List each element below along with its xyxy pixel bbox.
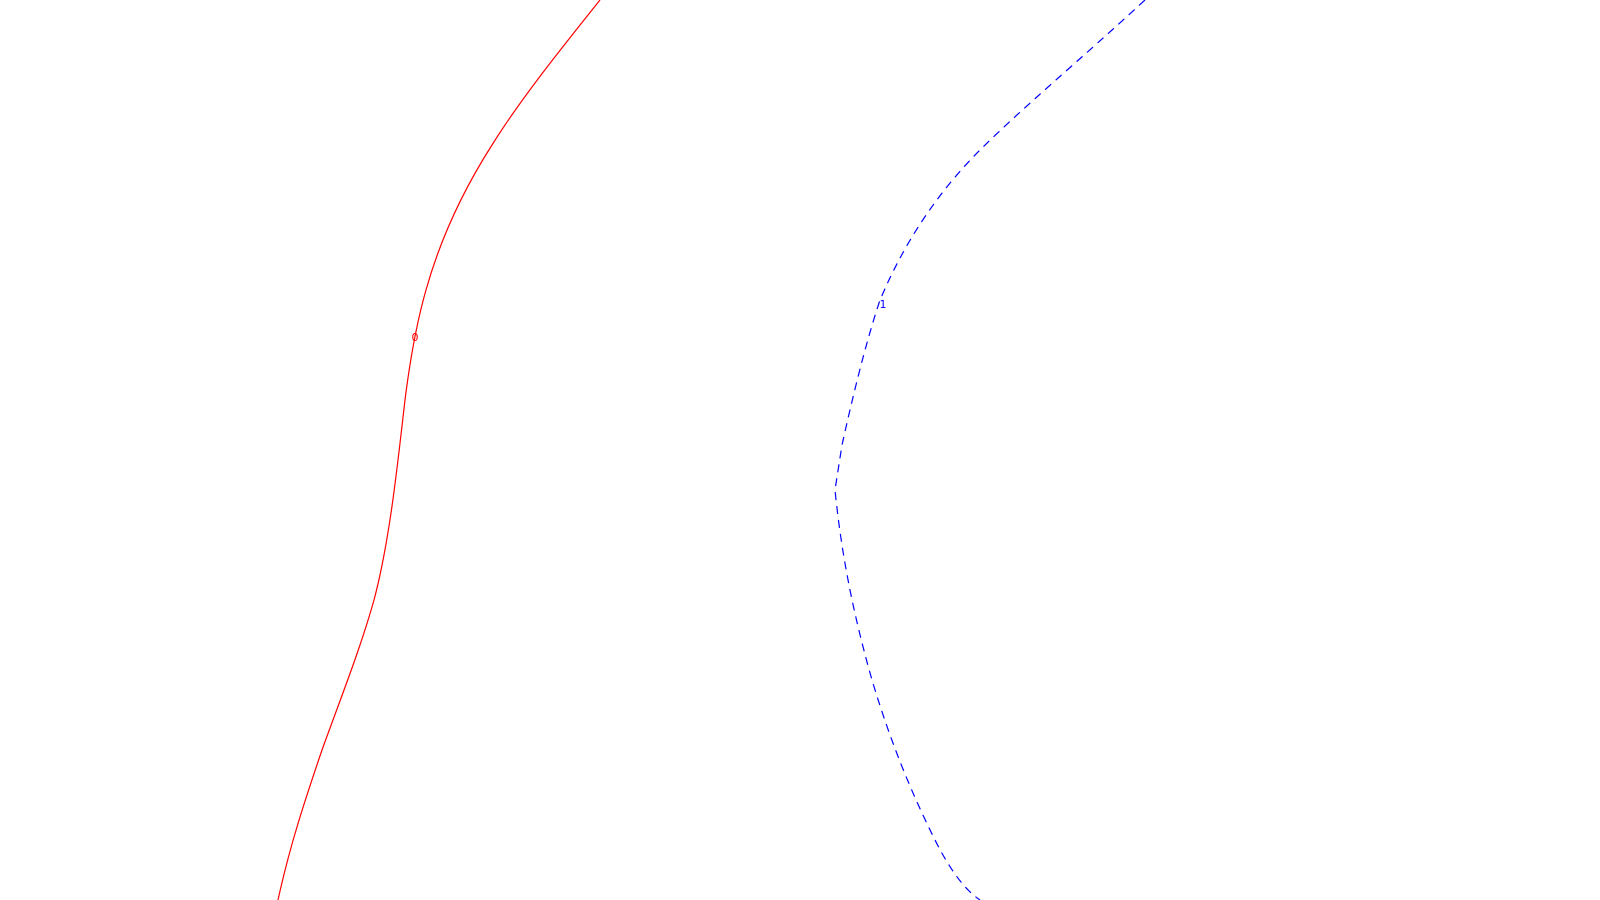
- contour-label-0: 0: [412, 331, 419, 344]
- contour-line-0: [277, 0, 601, 900]
- contour-label-1: 1: [880, 298, 887, 311]
- contour-line-1: [834, 0, 1146, 900]
